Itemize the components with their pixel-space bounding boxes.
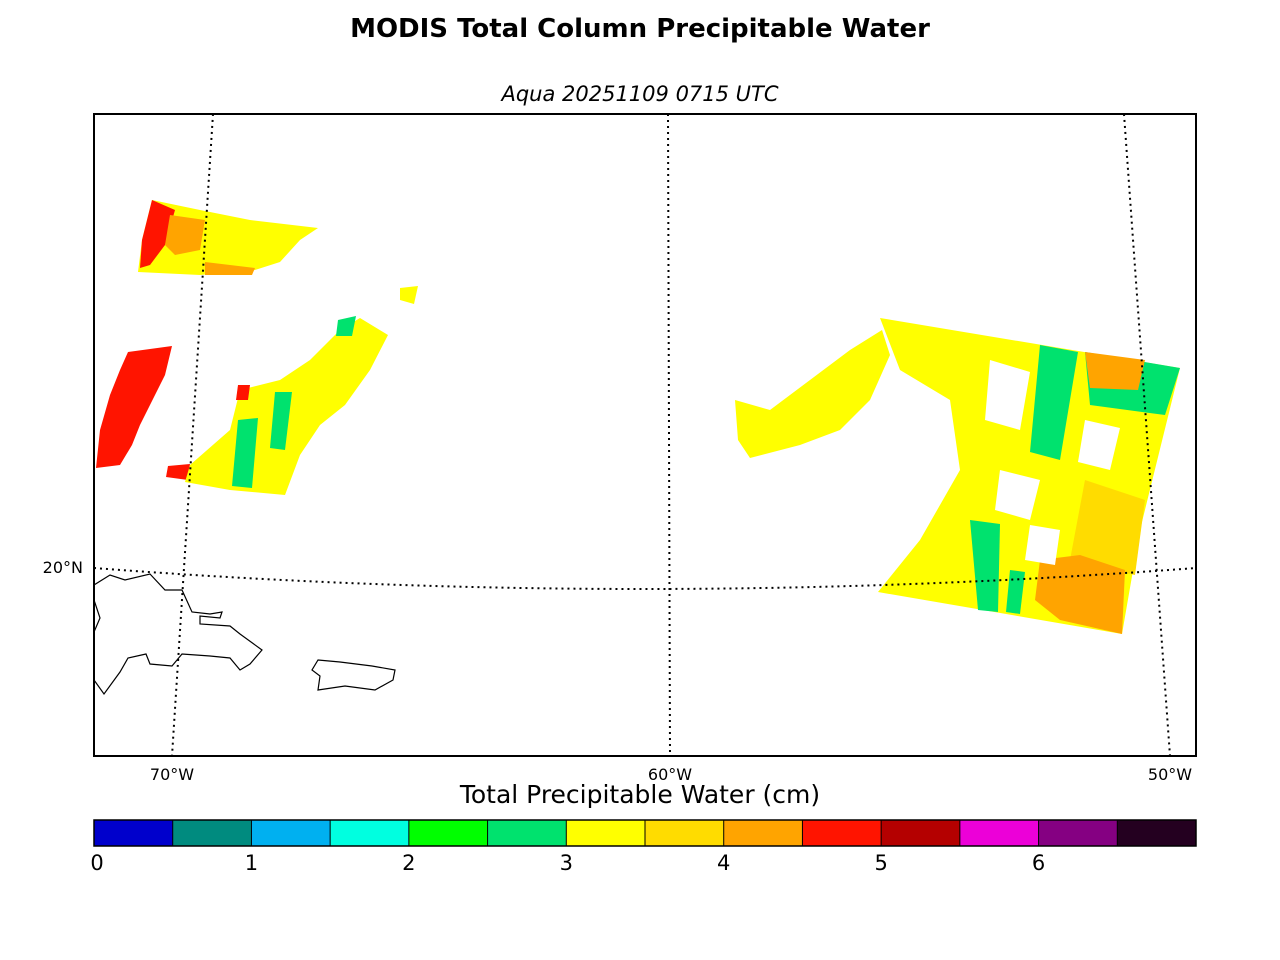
chart-title: MODIS Total Column Precipitable Water <box>350 14 930 44</box>
colorbar-title: Total Precipitable Water (cm) <box>459 780 821 809</box>
colorbar-segment <box>487 820 567 846</box>
chart-subtitle: Aqua 20251109 0715 UTC <box>501 82 779 106</box>
colorbar-segment <box>645 820 724 846</box>
colorbar-segment <box>566 820 645 846</box>
left-swath <box>96 200 418 495</box>
map-content <box>94 114 1196 756</box>
colorbar-tick-label: 2 <box>402 851 415 875</box>
lat-label-20n: 20°N <box>43 558 83 577</box>
colorbar-tick-label: 3 <box>560 851 573 875</box>
right-swath <box>735 318 1180 634</box>
colorbar-tick-label: 6 <box>1032 851 1045 875</box>
colorbar-tick-label: 1 <box>245 851 258 875</box>
colorbar-border <box>93 819 1197 847</box>
colorbar-segment <box>94 820 173 846</box>
lon-label-70w: 70°W <box>150 765 194 784</box>
graticule <box>94 114 1196 756</box>
colorbar-segment <box>802 820 882 846</box>
colorbar-segment <box>1117 820 1196 846</box>
coastlines <box>94 573 396 696</box>
colorbar: 0 1 2 3 4 5 6 <box>90 819 1197 875</box>
colorbar-segment <box>959 820 1039 846</box>
colorbar-segment <box>330 820 409 846</box>
colorbar-tick-label: 5 <box>874 851 887 875</box>
colorbar-segment <box>1038 820 1118 846</box>
colorbar-segment <box>251 820 331 846</box>
colorbar-segment <box>881 820 960 846</box>
lon-label-60w: 60°W <box>648 765 692 784</box>
colorbar-segment <box>172 820 252 846</box>
lon-label-50w: 50°W <box>1148 765 1192 784</box>
colorbar-tick-label: 0 <box>90 851 103 875</box>
colorbar-tick-label: 4 <box>717 851 730 875</box>
colorbar-segment <box>723 820 803 846</box>
colorbar-segment <box>408 820 488 846</box>
